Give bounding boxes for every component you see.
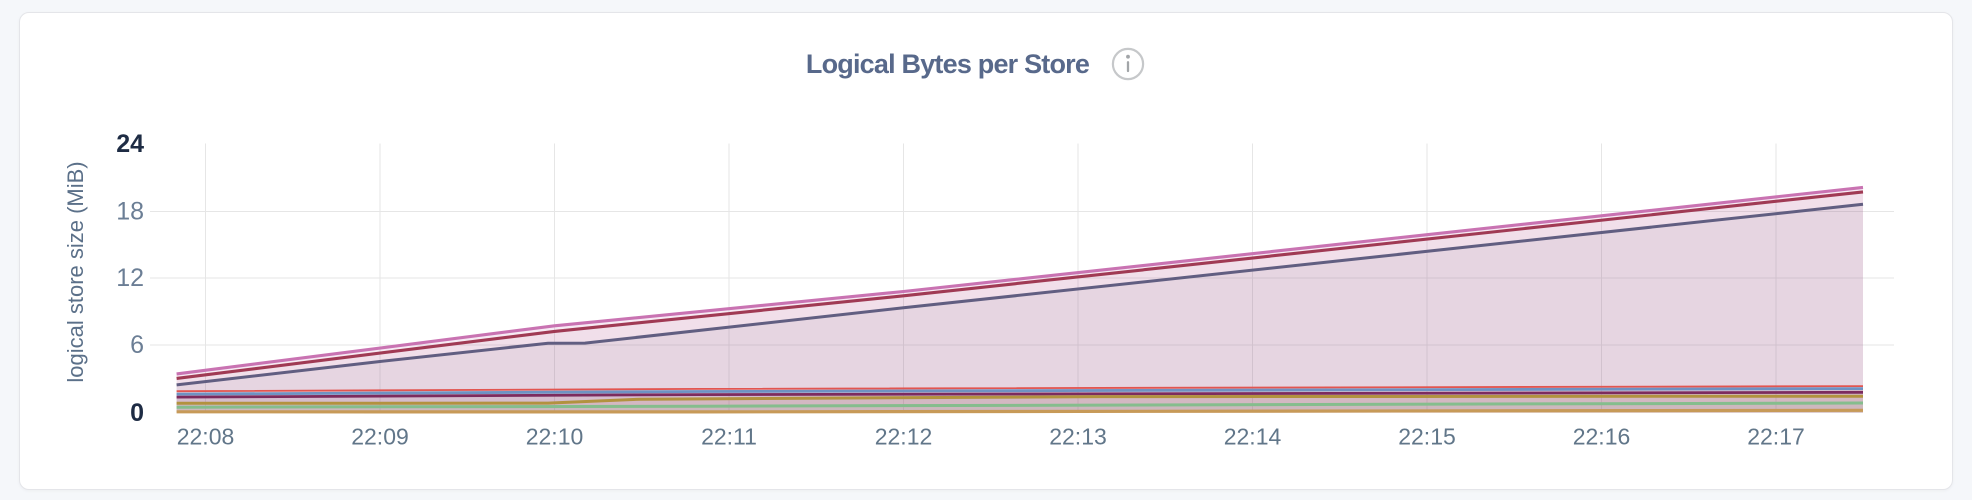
svg-text:22:12: 22:12 — [875, 424, 933, 450]
svg-text:24: 24 — [116, 130, 144, 158]
svg-text:22:13: 22:13 — [1049, 424, 1107, 450]
svg-text:22:09: 22:09 — [351, 424, 409, 450]
svg-text:logical store size (MiB): logical store size (MiB) — [63, 161, 88, 382]
svg-text:12: 12 — [116, 264, 144, 292]
svg-text:6: 6 — [130, 331, 144, 359]
svg-text:22:10: 22:10 — [526, 424, 584, 450]
svg-text:22:16: 22:16 — [1573, 424, 1631, 450]
svg-text:22:17: 22:17 — [1747, 424, 1805, 450]
svg-text:22:08: 22:08 — [177, 424, 235, 450]
svg-text:22:11: 22:11 — [701, 424, 757, 450]
svg-text:22:14: 22:14 — [1224, 424, 1282, 450]
svg-text:22:15: 22:15 — [1398, 424, 1456, 450]
svg-text:18: 18 — [116, 197, 144, 225]
svg-text:0: 0 — [130, 399, 144, 427]
